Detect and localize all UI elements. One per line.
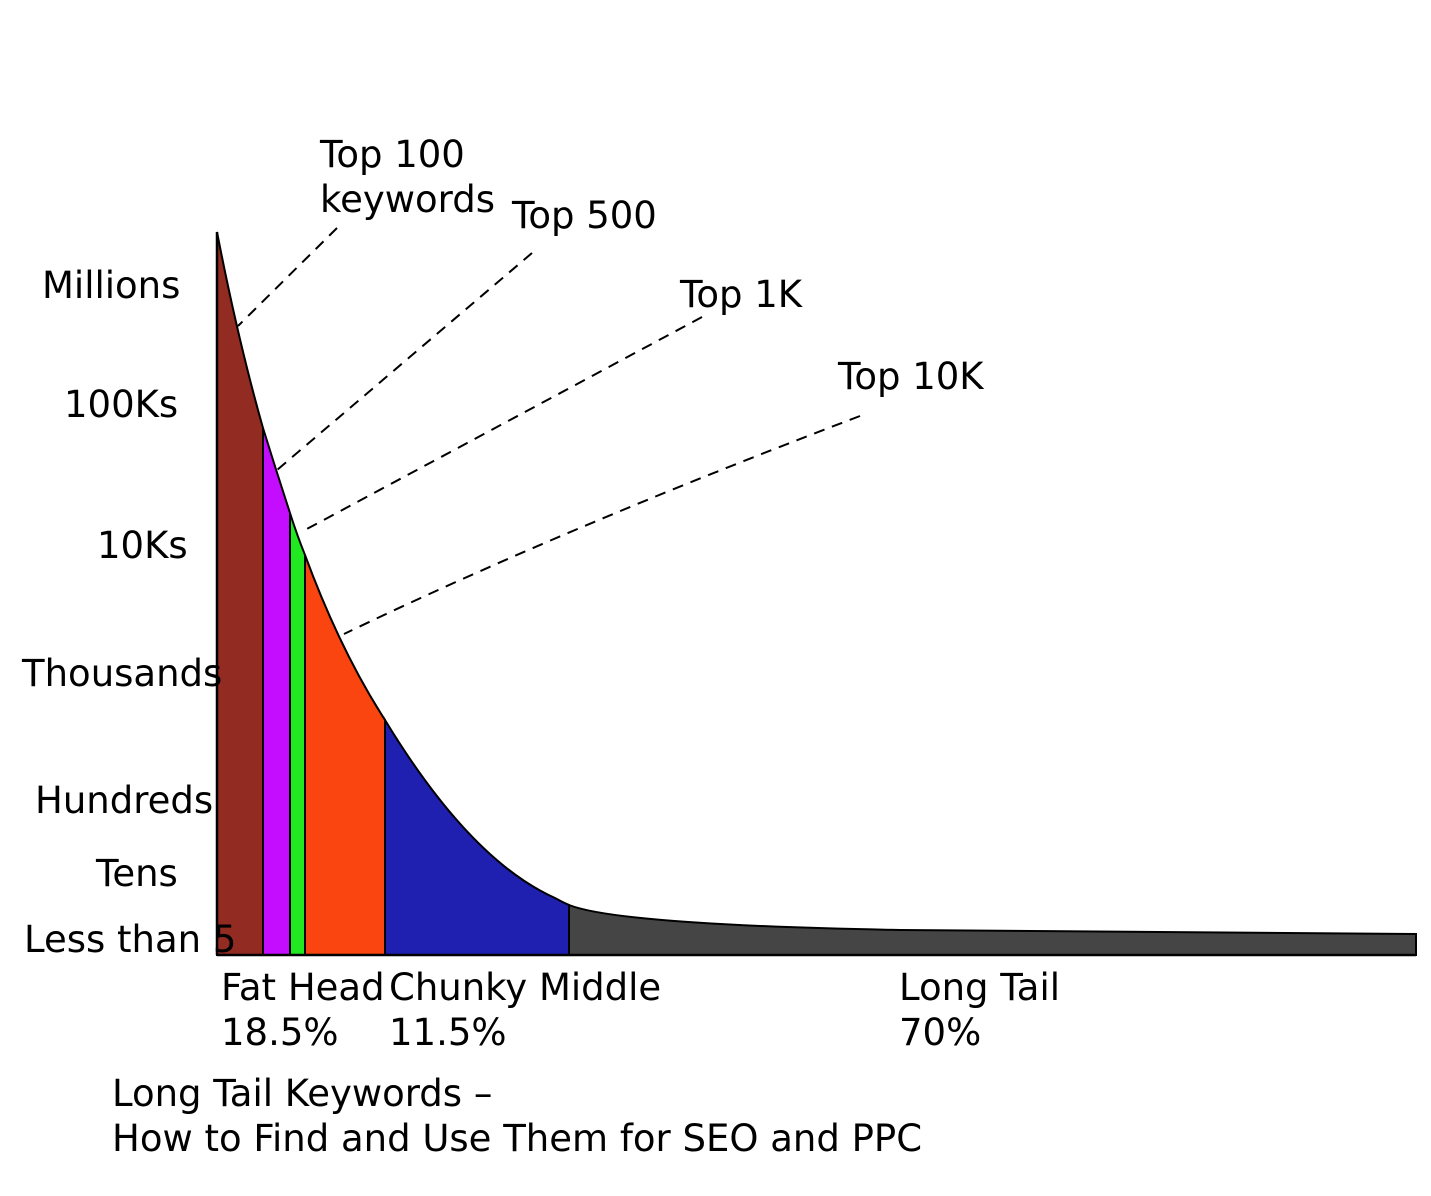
callout-top-500: Top 500 [511, 194, 657, 237]
caption-line-1: Long Tail Keywords – [112, 1072, 492, 1115]
region-long-tail [568, 903, 1417, 956]
leader-line-top-1k [304, 316, 703, 531]
region-top-1k [289, 512, 306, 956]
leader-line-top-100 [237, 227, 338, 327]
callout-top-10k: Top 10K [837, 355, 985, 398]
segment-long-tail-name: Long Tail [899, 966, 1060, 1009]
callout-top-1k: Top 1K [679, 273, 804, 316]
y-label-tens: Tens [95, 852, 178, 895]
segment-chunky-middle-share: 11.5% [389, 1011, 507, 1054]
y-label-10ks: 10Ks [97, 524, 188, 567]
callout-top-100-line1: Top 100 [319, 133, 465, 176]
segment-chunky-middle-name: Chunky Middle [389, 966, 661, 1009]
y-label-millions: Millions [42, 264, 180, 307]
caption-line-2: How to Find and Use Them for SEO and PPC [112, 1117, 922, 1160]
y-label-thousands: Thousands [21, 652, 222, 695]
caption: Long Tail Keywords – How to Find and Use… [112, 1072, 922, 1160]
region-top-10k [304, 554, 386, 956]
callout-labels: Top 100 keywords Top 500 Top 1K Top 10K [319, 133, 985, 398]
segment-fat-head-share: 18.5% [221, 1011, 339, 1054]
region-top-500 [262, 427, 291, 956]
y-label-hundreds: Hundreds [35, 779, 213, 822]
y-label-100ks: 100Ks [64, 383, 178, 426]
region-top-100 [216, 231, 264, 956]
y-label-less-than-5: Less than 5 [24, 918, 236, 961]
curve-regions [216, 231, 1417, 956]
segment-labels: Fat Head 18.5% Chunky Middle 11.5% Long … [221, 966, 1060, 1054]
callout-top-100-line2: keywords [320, 178, 495, 221]
segment-long-tail-share: 70% [899, 1011, 981, 1054]
region-chunky-middle [384, 716, 570, 956]
leader-lines [237, 227, 861, 635]
leader-line-top-500 [276, 252, 533, 471]
segment-fat-head-name: Fat Head [221, 966, 385, 1009]
y-axis-labels: Millions 100Ks 10Ks Thousands Hundreds T… [21, 264, 236, 961]
leader-line-top-10k [343, 415, 861, 635]
